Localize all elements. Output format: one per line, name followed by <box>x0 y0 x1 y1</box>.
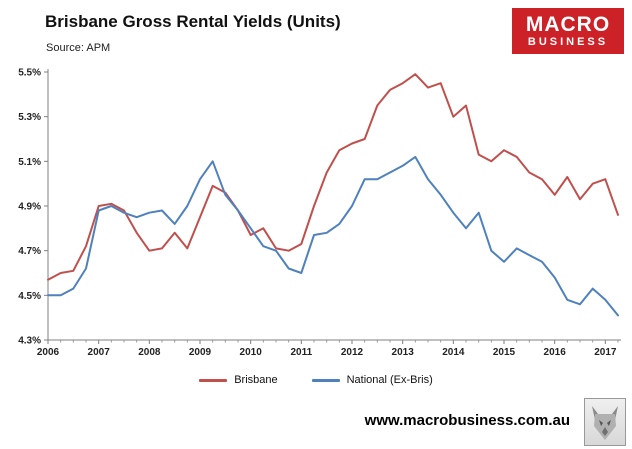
x-tick-label: 2012 <box>341 347 364 358</box>
y-tick-label: 4.3% <box>18 336 41 347</box>
legend-item: Brisbane <box>199 374 278 386</box>
x-tick-label: 2006 <box>37 347 60 358</box>
legend-label: Brisbane <box>234 374 278 386</box>
y-tick-label: 4.9% <box>18 202 41 213</box>
macrobusiness-logo: MACRO BUSINESS <box>512 8 624 54</box>
x-tick-label: 2016 <box>544 347 567 358</box>
x-tick-label: 2011 <box>290 347 312 358</box>
legend-label: National (Ex-Bris) <box>346 374 433 386</box>
x-tick-label: 2007 <box>88 347 111 358</box>
wolf-icon <box>592 406 618 440</box>
logo-line-business: BUSINESS <box>527 35 609 48</box>
logo-line-macro: MACRO <box>525 12 611 36</box>
legend-item: National (Ex-Bris) <box>311 374 433 386</box>
chart-legend: Brisbane National (Ex-Bris) <box>0 374 632 386</box>
y-tick-label: 5.1% <box>18 157 41 168</box>
x-tick-label: 2015 <box>493 347 516 358</box>
wolf-logo-image <box>584 398 626 446</box>
y-tick-label: 5.3% <box>18 112 41 123</box>
x-tick-label: 2013 <box>392 347 415 358</box>
legend-line-swatch <box>311 378 340 382</box>
legend-line-swatch <box>199 378 228 382</box>
x-tick-label: 2017 <box>594 347 617 358</box>
series-line-brisbane <box>47 73 619 281</box>
y-tick-label: 4.7% <box>18 246 41 257</box>
x-tick-label: 2010 <box>240 347 263 358</box>
chart-title: Brisbane Gross Rental Yields (Units) <box>45 12 341 31</box>
rental-yields-line-chart: 4.3% 4.5% 4.7% 4.9% 5.1% 5.3% 5.5% 2006 2007 2008… <box>0 60 632 360</box>
x-tick-label: 2014 <box>442 347 465 358</box>
series-line-national-ex-bris <box>47 155 619 317</box>
y-tick-label: 4.5% <box>18 291 41 302</box>
line-chart-canvas: 4.3% 4.5% 4.7% 4.9% 5.1% 5.3% 5.5% 2006 2007 2008… <box>18 68 621 358</box>
x-tick-label: 2008 <box>138 347 161 358</box>
chart-source: Source: APM <box>46 42 111 54</box>
y-tick-label: 5.5% <box>18 68 41 79</box>
x-tick-label: 2009 <box>189 347 212 358</box>
footer-url-link[interactable]: www.macrobusiness.com.au <box>364 412 570 429</box>
